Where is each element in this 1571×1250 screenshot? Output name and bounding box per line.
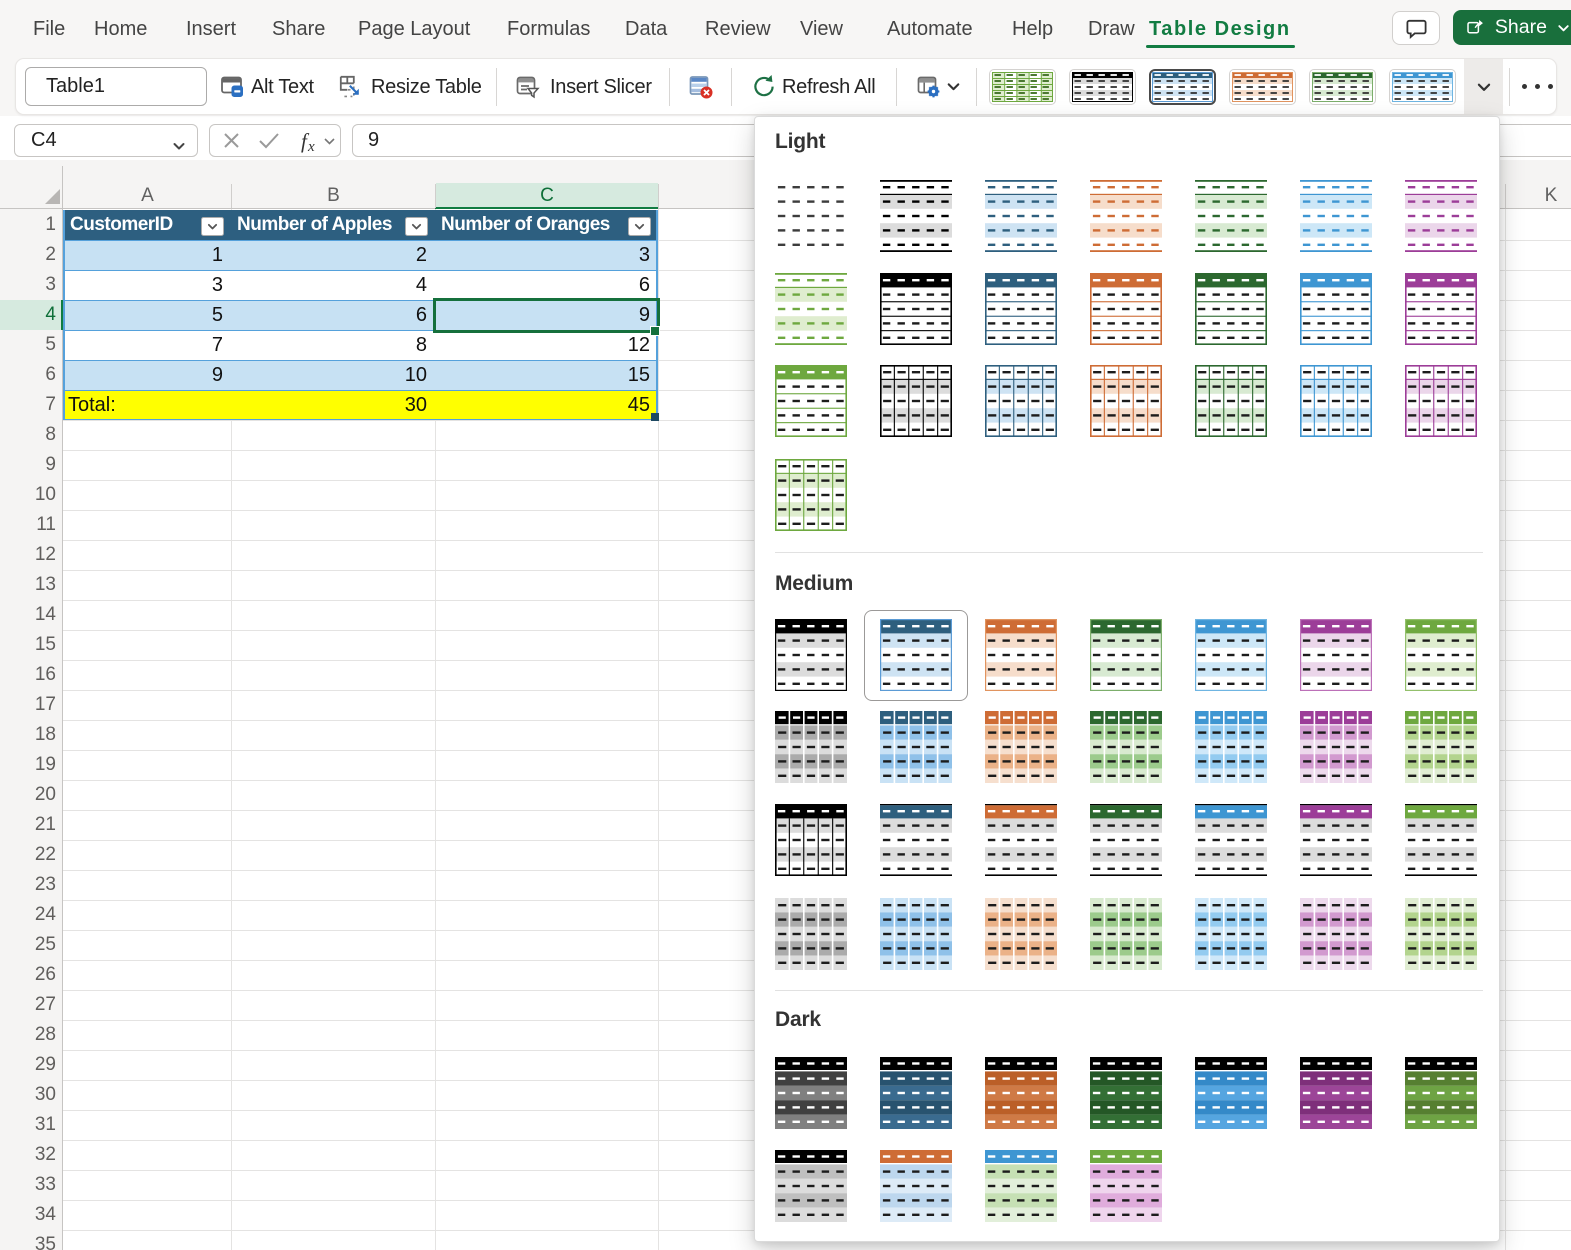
svg-text:f: f: [301, 129, 310, 153]
svg-text:x: x: [307, 139, 315, 155]
